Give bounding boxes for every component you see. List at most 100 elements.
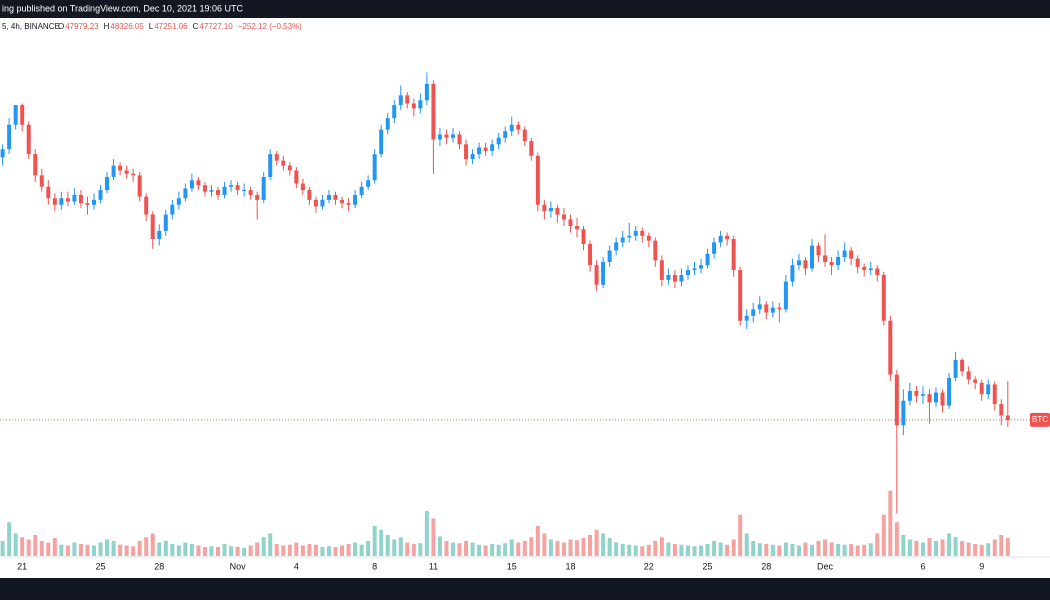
ohlc-label: C [193,22,199,31]
volume-bar [261,537,266,556]
candle-body [424,83,429,101]
candle-body [561,214,566,220]
volume-bar [816,541,821,556]
volume-bar [973,544,978,556]
volume-bar [418,543,423,556]
volume-bar [542,533,547,556]
volume-bar [65,545,70,556]
volume-bar [320,547,325,556]
volume-bar [829,542,834,556]
volume-bar [1005,538,1010,556]
ohlc-label: L [149,22,154,31]
candle-body [405,95,410,104]
candle-body [477,147,482,155]
candle-body [26,124,31,155]
volume-bar [783,542,788,556]
candle-body [849,250,854,259]
volume-bar [836,544,841,556]
candle-body [372,154,377,181]
candle-body [313,199,318,207]
candle-body [131,173,136,176]
volume-bar [960,541,965,556]
volume-bar [809,544,814,556]
volume-bar [999,535,1004,556]
x-tick-label: 6 [920,561,925,571]
volume-bar [26,539,31,556]
candle-body [235,185,240,191]
candle-body [320,199,325,207]
candle-body [796,260,801,266]
candle-body [627,235,632,238]
top-bar [0,0,1050,18]
candle-body [790,265,795,282]
volume-bar [398,537,403,556]
candle-body [33,154,38,176]
x-tick-label: Nov [230,561,247,571]
x-tick-label: 28 [154,561,164,571]
candle-body [522,129,527,142]
candle-body [294,170,299,184]
candle-body [679,275,684,282]
volume-bar [78,544,83,556]
volume-bar [516,542,521,556]
volume-bar [692,546,697,556]
volume-bar [744,533,749,556]
volume-bar [699,545,704,556]
candle-body [868,268,873,271]
candle-body [712,242,717,254]
volume-bar [790,544,795,556]
volume-bar [437,536,442,556]
candle-body [640,230,645,236]
candle-body [392,105,397,119]
volume-bar [483,545,488,556]
volume-bar [294,542,299,556]
candle-body [385,118,390,130]
candle-body [907,390,912,401]
volume-bar [842,544,847,556]
candle-body [588,243,593,266]
volume-bar [509,539,514,556]
volume-bar [216,547,221,556]
candle-body [738,270,743,321]
candle-body [920,394,925,396]
volume-bar [385,535,390,556]
volume-bar [666,542,671,556]
volume-bar [503,543,508,556]
candle-body [966,371,971,380]
volume-bar [770,544,775,556]
volume-bar [189,544,194,556]
x-tick-label: 21 [17,561,27,571]
volume-bar [640,546,645,556]
last-price-box [1030,412,1050,427]
volume-bar [901,535,906,556]
volume-bar [568,539,573,556]
volume-bar [581,538,586,556]
candle-body [718,235,723,243]
candle-body [509,124,514,132]
candle-body [202,185,207,192]
x-tick-label: 18 [565,561,575,571]
volume-bar [601,533,606,556]
volume-bar [13,533,18,556]
candle-body [98,190,103,200]
candle-body [503,131,508,138]
candle-body [705,253,710,266]
candle-body [646,235,651,241]
volume-bar [392,539,397,556]
candle-body [124,170,129,174]
volume-bar [131,546,136,556]
candle-body [483,147,488,151]
candle-body [659,260,664,280]
volume-bar [300,545,305,556]
volume-bar [966,542,971,556]
candle-body [783,281,788,310]
volume-bar [777,545,782,556]
x-tick-label: 25 [703,561,713,571]
volume-bar [255,542,260,556]
candle-body [516,124,521,130]
volume-bar [424,511,429,556]
volume-bar [353,542,358,556]
candle-body [91,199,96,205]
volume-bar [313,544,318,556]
volume-bar [947,533,952,556]
